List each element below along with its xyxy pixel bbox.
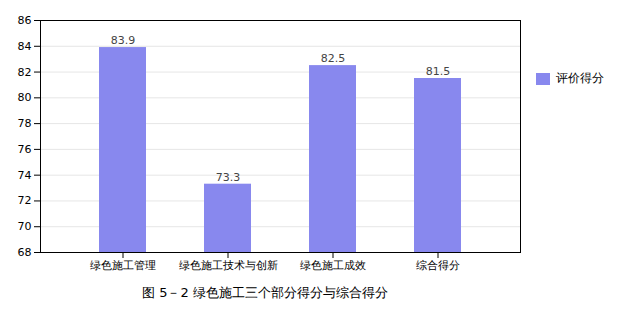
svg-text:74: 74 bbox=[18, 169, 32, 182]
svg-text:绿色施工成效: 绿色施工成效 bbox=[300, 259, 366, 272]
svg-text:68: 68 bbox=[18, 246, 32, 259]
svg-text:绿色施工技术与创新: 绿色施工技术与创新 bbox=[179, 259, 278, 272]
html-text:评价得分: 评价得分 bbox=[556, 71, 604, 85]
svg-text:综合得分: 综合得分 bbox=[416, 259, 460, 272]
html-text:图 5－2 绿色施工三个部分得分与综合得分: 图 5－2 绿色施工三个部分得分与综合得分 bbox=[142, 285, 388, 300]
svg-text:70: 70 bbox=[18, 220, 32, 233]
svg-text:80: 80 bbox=[18, 91, 32, 104]
svg-text:72: 72 bbox=[18, 194, 32, 207]
svg-text:78: 78 bbox=[18, 117, 32, 130]
svg-text:82: 82 bbox=[18, 66, 32, 79]
svg-text:73.3: 73.3 bbox=[216, 171, 241, 184]
svg-text:81.5: 81.5 bbox=[426, 65, 451, 78]
svg-text:84: 84 bbox=[18, 40, 32, 53]
svg-text:绿色施工管理: 绿色施工管理 bbox=[90, 259, 156, 272]
svg-text:76: 76 bbox=[18, 143, 32, 156]
svg-text:86: 86 bbox=[18, 14, 32, 27]
svg-text:82.5: 82.5 bbox=[321, 52, 346, 65]
svg-text:83.9: 83.9 bbox=[111, 34, 136, 47]
